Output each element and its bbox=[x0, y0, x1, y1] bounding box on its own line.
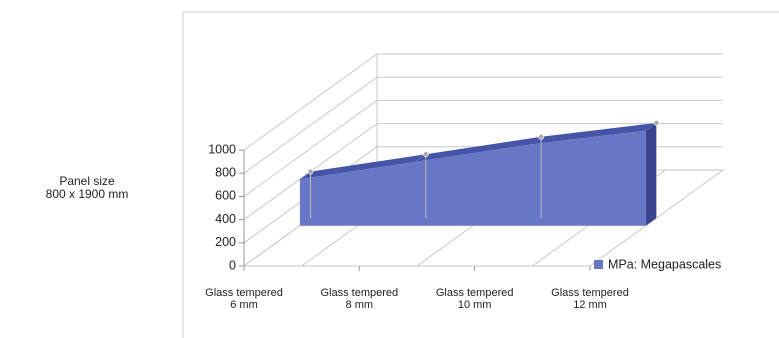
y-tick-label: 800 bbox=[215, 165, 236, 179]
area-top bbox=[530, 122, 657, 145]
data-point bbox=[653, 119, 660, 126]
y-tick-label: 600 bbox=[215, 189, 236, 203]
x-tick-label: Glass tempered 8 mm bbox=[320, 287, 399, 311]
x-tick-label: Glass tempered 6 mm bbox=[205, 287, 283, 311]
annotation: Panel size 800 x 1900 mm bbox=[45, 174, 129, 201]
x-tick-label: Glass tempered 10 mm bbox=[435, 287, 514, 311]
data-point bbox=[538, 133, 545, 140]
area-top bbox=[415, 136, 542, 162]
y-tick-label: 0 bbox=[229, 258, 236, 272]
area bbox=[299, 130, 646, 226]
x-tick-label: Glass tempered 12 mm bbox=[551, 287, 629, 311]
data-point bbox=[307, 168, 314, 175]
y-tick-label: 200 bbox=[215, 235, 236, 249]
legend-swatch bbox=[594, 260, 603, 269]
y-tick-label: 1000 bbox=[208, 142, 236, 156]
legend-label: MPa: Megapascales bbox=[608, 257, 721, 271]
data-point bbox=[422, 151, 429, 158]
y-tick-label: 400 bbox=[215, 212, 236, 226]
area-side bbox=[645, 122, 657, 226]
area-top bbox=[299, 154, 426, 180]
